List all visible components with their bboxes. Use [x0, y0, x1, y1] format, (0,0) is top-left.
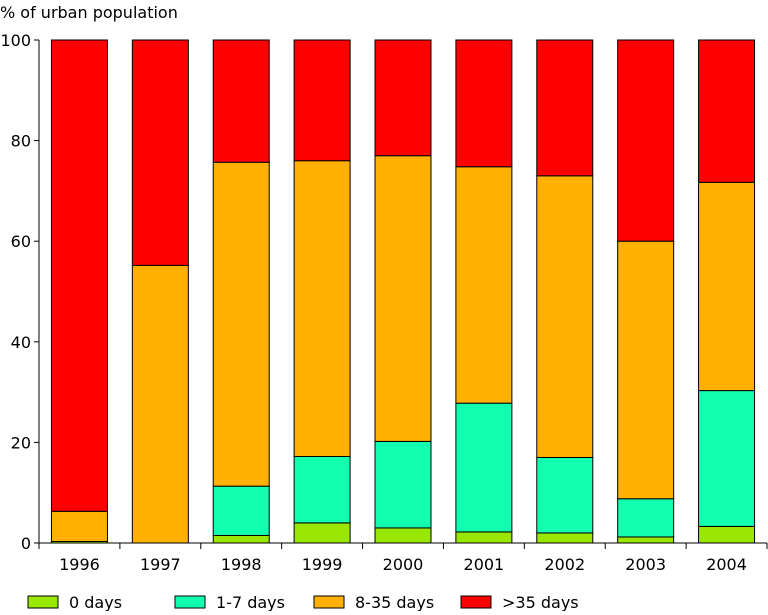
x-tick-label-1997: 1997: [140, 555, 181, 574]
bar-1998--35-days: [212, 39, 270, 163]
bar-2000-0-days: [374, 527, 432, 544]
y-tick-label-40: 40: [11, 333, 31, 352]
legend-swatch-0-days: [27, 595, 59, 609]
bar-1999-8-35-days: [293, 160, 351, 457]
bar-1996-8-35-days: [50, 510, 108, 542]
bar-1998-0-days: [212, 534, 270, 544]
legend-label-1-7-days: 1-7 days: [216, 593, 285, 611]
bar-2004-0-days: [698, 525, 756, 544]
bar-1999--35-days: [293, 39, 351, 162]
legend-swatch--35-days: [460, 595, 492, 609]
bar-2004-8-35-days: [698, 181, 756, 392]
bar-1997-8-35-days: [131, 264, 189, 544]
legend-swatch-1-7-days: [174, 595, 206, 609]
bar-1997--35-days: [131, 39, 189, 266]
bar-1999-1-7-days: [293, 455, 351, 524]
legend-swatch-8-35-days: [313, 595, 345, 609]
bar-2002-8-35-days: [536, 175, 594, 458]
x-tick-label-2002: 2002: [544, 555, 585, 574]
bar-2003-8-35-days: [617, 240, 675, 500]
legend-label-8-35-days: 8-35 days: [355, 593, 434, 611]
legend-label--35-days: >35 days: [502, 593, 579, 611]
y-tick-label-60: 60: [11, 232, 31, 251]
y-axis-title: % of urban population: [0, 3, 178, 22]
bar-2004-1-7-days: [698, 390, 756, 527]
x-tick-label-2000: 2000: [383, 555, 424, 574]
bar-2000-8-35-days: [374, 155, 432, 442]
bar-1996--35-days: [50, 39, 108, 512]
bar-2002-1-7-days: [536, 456, 594, 534]
x-tick-label-2001: 2001: [464, 555, 505, 574]
bar-1998-1-7-days: [212, 485, 270, 536]
y-tick-label-0: 0: [21, 534, 31, 553]
bar-2000--35-days: [374, 39, 432, 157]
plot-area: 0 20 40 60 80 100 1996 1997 1998 1999 2000 2001 2002…: [0, 31, 768, 574]
bar-2001--35-days: [455, 39, 513, 168]
x-tick-label-2004: 2004: [706, 555, 747, 574]
bar-2001-1-7-days: [455, 402, 513, 533]
bar-2003-1-7-days: [617, 498, 675, 538]
bar-2002-0-days: [536, 532, 594, 544]
y-tick-label-20: 20: [11, 433, 31, 452]
legend-label-0-days: 0 days: [69, 593, 122, 611]
x-tick-label-1998: 1998: [221, 555, 262, 574]
x-tick-label-2003: 2003: [625, 555, 666, 574]
bar-1999-0-days: [293, 522, 351, 544]
bar-2000-1-7-days: [374, 440, 432, 529]
y-tick-label-80: 80: [11, 132, 31, 151]
bar-2004--35-days: [698, 39, 756, 183]
x-tick-label-1996: 1996: [59, 555, 100, 574]
bar-2003--35-days: [617, 39, 675, 242]
bar-2001-8-35-days: [455, 166, 513, 404]
bar-1998-8-35-days: [212, 161, 270, 487]
legend: 0 days 1-7 days 8-35 days >35 days: [27, 593, 579, 612]
bar-2001-0-days: [455, 531, 513, 544]
y-tick-label-100: 100: [0, 31, 31, 50]
bar-2002--35-days: [536, 39, 594, 177]
bar-2003-0-days: [617, 536, 675, 544]
x-tick-label-1999: 1999: [302, 555, 343, 574]
